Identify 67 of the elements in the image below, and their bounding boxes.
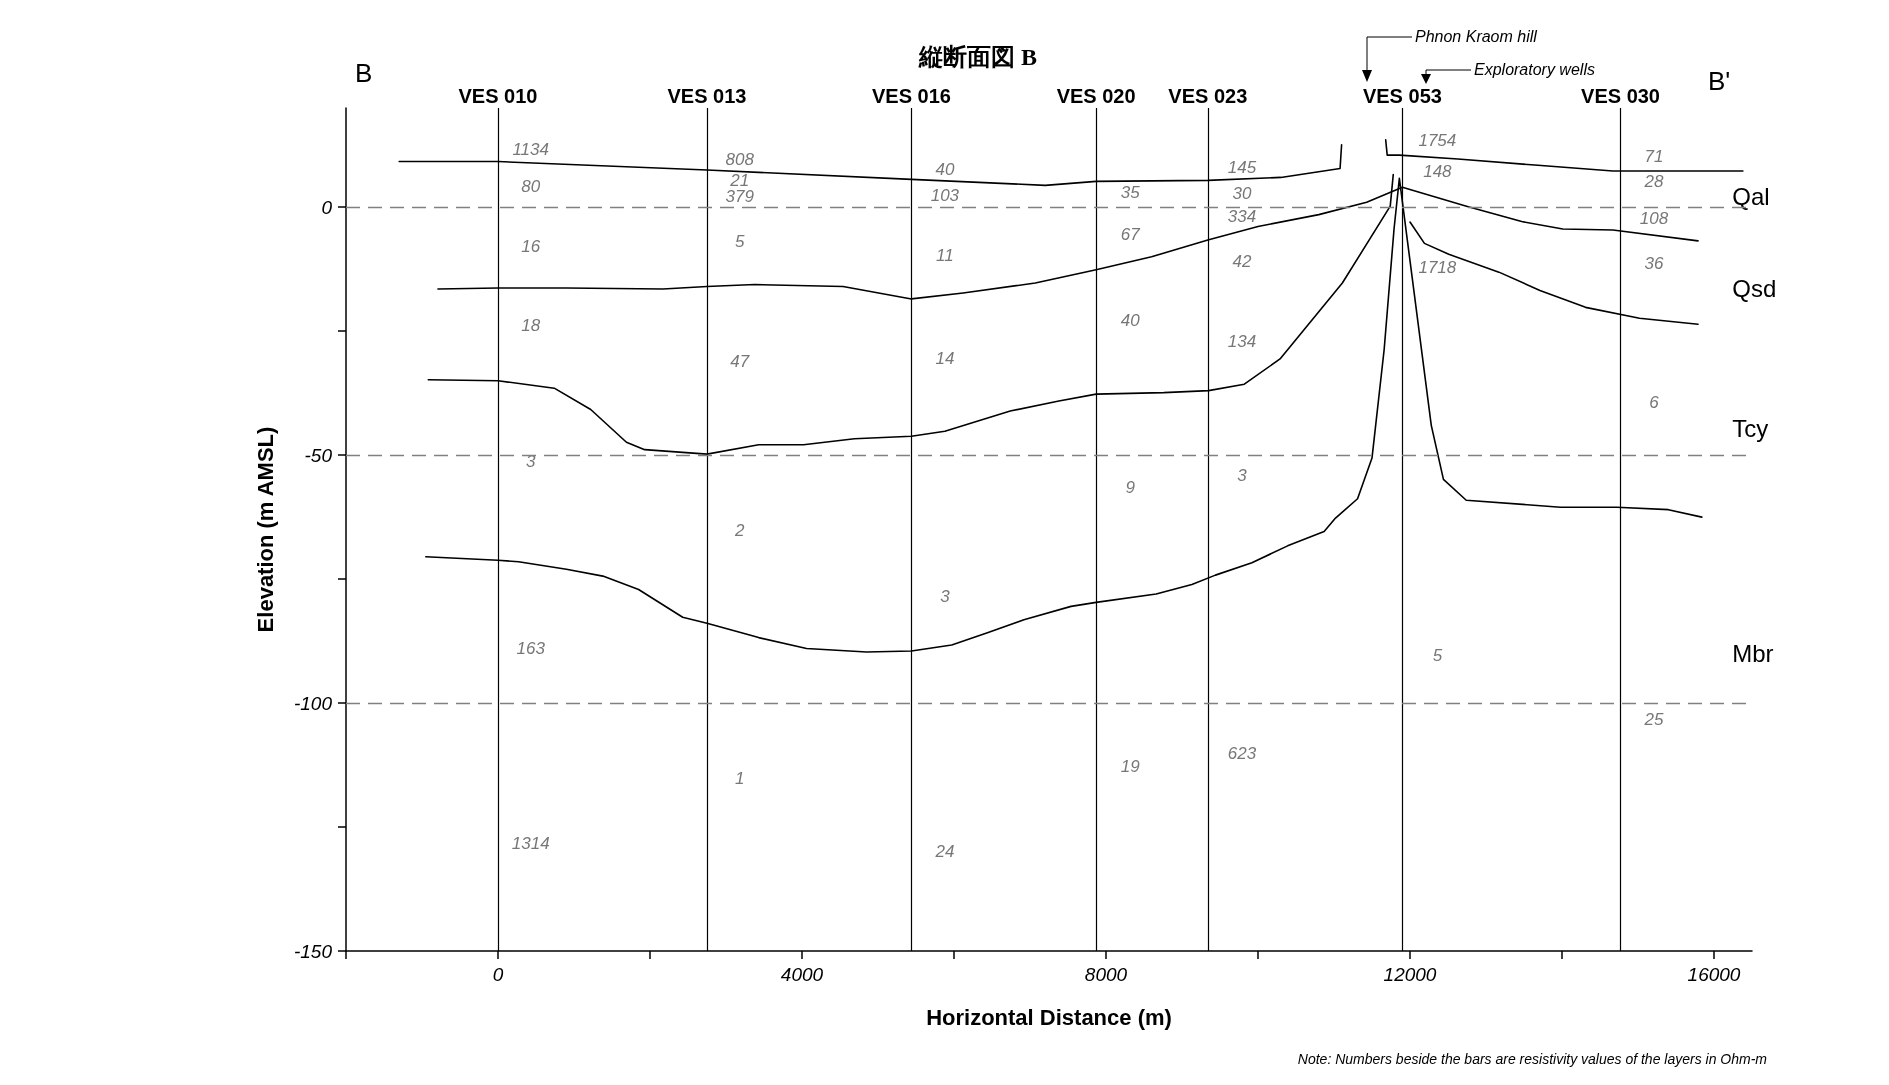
annotation: Tcy	[1732, 415, 1769, 443]
annotation: 1754	[1418, 131, 1457, 151]
annotation: Qsd	[1732, 275, 1777, 303]
annotation: 11	[936, 245, 954, 265]
annotation: 14	[935, 349, 955, 369]
annotation: 67	[1120, 225, 1141, 245]
annotation: 71	[1644, 147, 1664, 167]
annotation: 1718	[1418, 258, 1457, 278]
y-axis-title: Elevation (m AMSL)	[252, 426, 278, 633]
annotation: 47	[730, 351, 750, 371]
annotation: 334	[1227, 207, 1257, 227]
annotation: 40	[1120, 311, 1141, 331]
annotation: 30	[1232, 184, 1253, 204]
annotation: 28	[1643, 171, 1664, 191]
annotation: 623	[1227, 743, 1257, 763]
ref-line-label: VES 020	[1056, 85, 1136, 107]
ref-line-label: VES 030	[1581, 85, 1660, 107]
annotation: 134	[1227, 331, 1257, 351]
annotation: 3	[1237, 466, 1248, 486]
ref-line-label: VES 016	[871, 85, 951, 107]
annotation: 1314	[511, 834, 550, 854]
x-tick-label: 0	[492, 964, 504, 985]
text: B'	[1708, 66, 1731, 96]
annotation: 163	[516, 639, 546, 659]
x-tick-label: 12000	[1383, 964, 1437, 985]
annotation: 25	[1643, 709, 1664, 729]
annotation: Mbr	[1732, 639, 1774, 667]
x-tick-label: 8000	[1084, 964, 1128, 985]
text: Exploratory wells	[1474, 60, 1595, 78]
annotation: 9	[1125, 478, 1136, 498]
annotation: 1	[734, 768, 745, 788]
annotation: 808	[725, 150, 755, 170]
annotation: 5	[1432, 645, 1443, 665]
annotation: 35	[1120, 183, 1141, 203]
text: Note: Numbers beside the bars are resistivity values of the layers in Ohm-m	[1297, 1051, 1768, 1067]
annotation: 2	[733, 520, 745, 540]
ref-line-label: VES 010	[458, 85, 538, 107]
ref-line-label: VES 053	[1362, 85, 1442, 107]
annotation: 103	[930, 185, 960, 205]
y-tick-label: -150	[293, 940, 333, 962]
annotation: 24	[934, 842, 955, 862]
annotation: Qal	[1732, 182, 1770, 210]
annotation: 145	[1227, 158, 1257, 178]
x-tick-label: 16000	[1687, 964, 1741, 985]
y-tick-label: -50	[304, 444, 333, 466]
annotation: 16	[521, 237, 541, 257]
annotation: 18	[521, 315, 541, 335]
chart-title: 縦断面図 B	[917, 44, 1038, 70]
ref-line-label: VES 023	[1168, 85, 1248, 107]
text: B	[355, 58, 373, 88]
ref-line-label: VES 013	[667, 85, 747, 107]
annotation: 40	[935, 159, 955, 179]
annotation: 108	[1639, 208, 1669, 228]
text: Phnon Kraom hill	[1415, 27, 1538, 45]
annotation: 148	[1423, 161, 1453, 181]
annotation: 6	[1649, 393, 1660, 413]
annotation: 1134	[512, 140, 549, 160]
y-tick-label: 0	[321, 196, 333, 218]
y-tick-label: -100	[293, 692, 333, 714]
annotation: 3	[940, 586, 951, 606]
annotation: 36	[1644, 254, 1664, 274]
x-axis-title: Horizontal Distance (m)	[926, 1004, 1172, 1030]
annotation: 19	[1120, 757, 1141, 777]
x-tick-label: 4000	[780, 964, 824, 985]
annotation: 5	[734, 232, 745, 252]
annotation: 42	[1232, 251, 1253, 271]
annotation: 80	[521, 177, 541, 197]
